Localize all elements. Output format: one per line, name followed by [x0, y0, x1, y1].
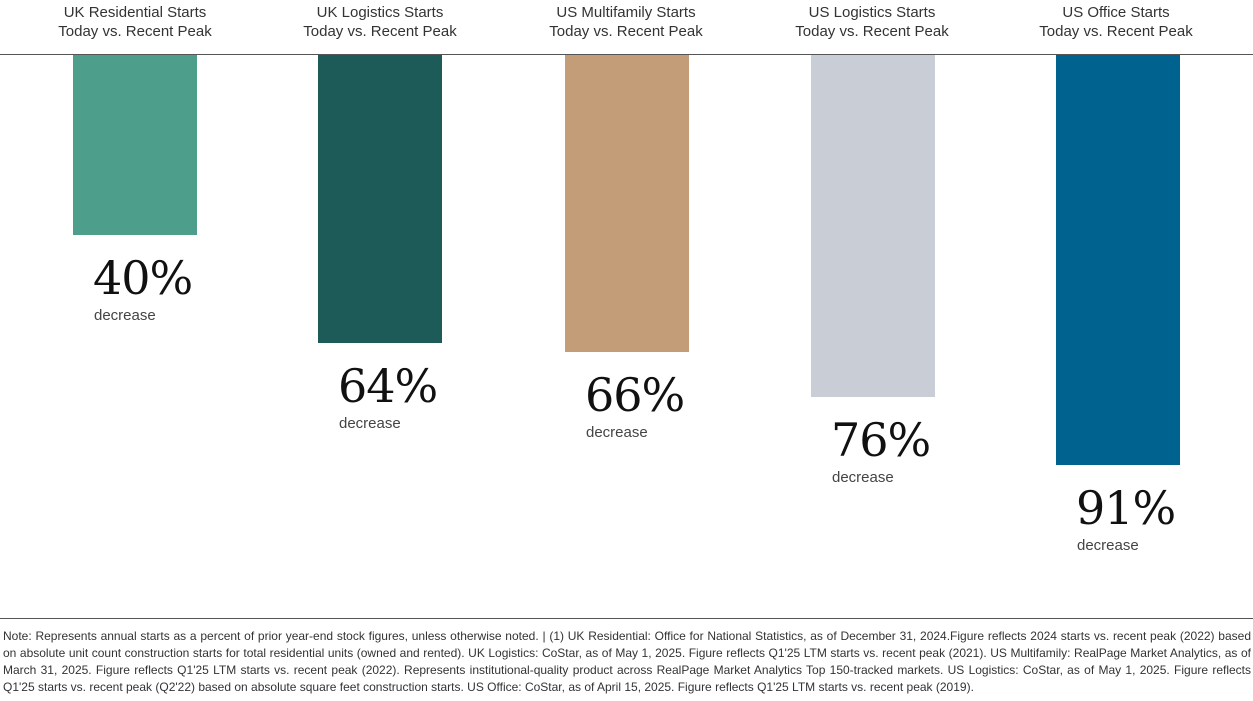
column-subtitle: Today vs. Recent Peak [549, 23, 703, 40]
column-subtitle: Today vs. Recent Peak [303, 23, 457, 40]
value-label: 76% [831, 413, 931, 467]
column-header: UK Residential Starts Today vs. Recent P… [15, 3, 255, 41]
value-label: 40% [93, 251, 193, 305]
column-title: US Multifamily Starts [556, 4, 696, 21]
value-caption: decrease [94, 307, 156, 324]
chart-header-row: UK Residential Starts Today vs. Recent P… [0, 0, 1253, 54]
footnote-divider [0, 618, 1253, 619]
chart-baseline [0, 54, 1253, 55]
value-caption: decrease [586, 424, 648, 441]
column-title: US Office Starts [1062, 4, 1170, 21]
bar [565, 55, 689, 352]
value-caption: decrease [339, 415, 401, 432]
value-label: 91% [1076, 481, 1176, 535]
bar [1056, 55, 1180, 465]
column-title: US Logistics Starts [808, 4, 936, 21]
column-header: US Multifamily Starts Today vs. Recent P… [506, 3, 746, 41]
bar [73, 55, 197, 235]
value-caption: decrease [1077, 537, 1139, 554]
footnote-text: Note: Represents annual starts as a perc… [3, 629, 1251, 694]
column-subtitle: Today vs. Recent Peak [58, 23, 212, 40]
column-subtitle: Today vs. Recent Peak [795, 23, 949, 40]
column-title: UK Logistics Starts [316, 4, 444, 21]
value-caption: decrease [832, 469, 894, 486]
column-subtitle: Today vs. Recent Peak [1039, 23, 1193, 40]
bar [318, 55, 442, 343]
value-label: 64% [338, 359, 438, 413]
column-header: UK Logistics Starts Today vs. Recent Pea… [260, 3, 500, 41]
bar [811, 55, 935, 397]
value-label: 66% [585, 368, 685, 422]
column-title: UK Residential Starts [63, 4, 207, 21]
column-header: US Logistics Starts Today vs. Recent Pea… [752, 3, 992, 41]
column-header: US Office Starts Today vs. Recent Peak [996, 3, 1236, 41]
